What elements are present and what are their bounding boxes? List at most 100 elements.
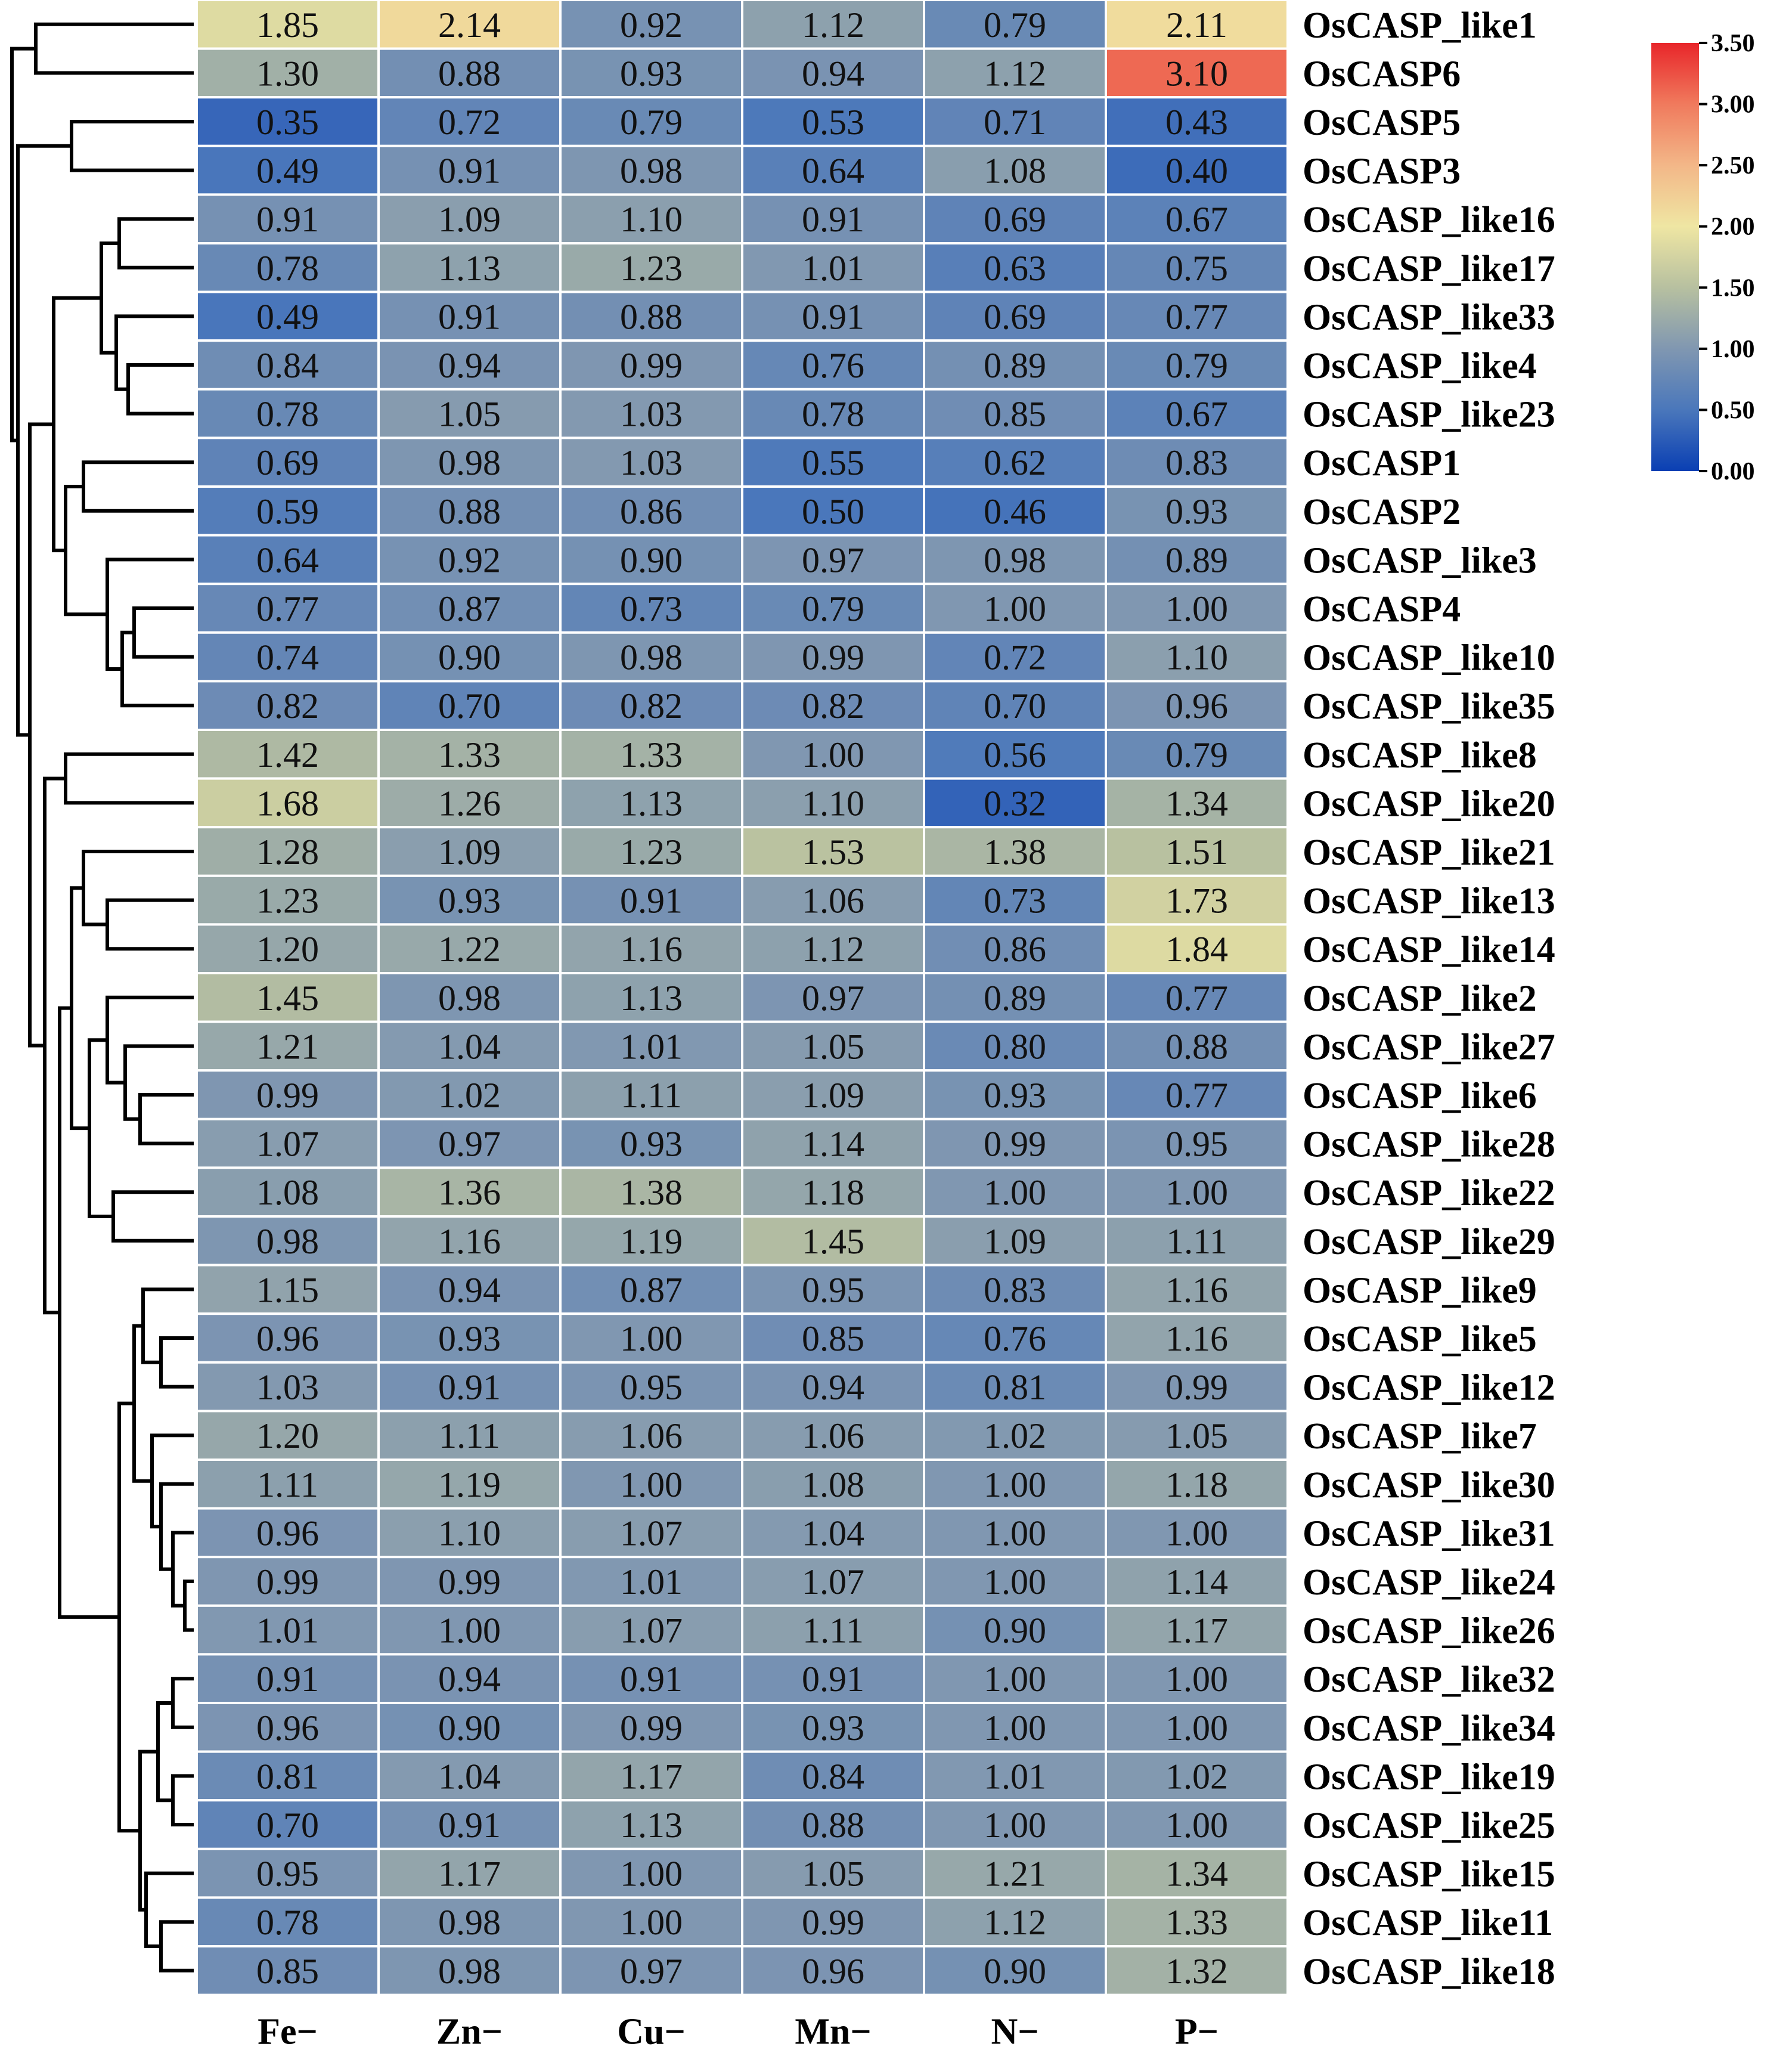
heatmap-cell: [196, 388, 380, 439]
cell-value: 0.72: [984, 638, 1046, 677]
cell-value: 1.45: [256, 978, 319, 1018]
cell-value: 1.45: [802, 1222, 864, 1261]
cell-value: 0.88: [620, 297, 683, 336]
cell-value: 0.93: [984, 1076, 1046, 1115]
cell-value: 0.80: [984, 1027, 1046, 1066]
cell-value: 0.98: [438, 978, 501, 1018]
heatmap-cell: [1105, 1215, 1289, 1267]
heatmap-cell: [559, 339, 743, 391]
dendrogram-branch: [82, 460, 194, 513]
cell-value: 0.78: [256, 395, 319, 434]
cell-value: 0.67: [1165, 395, 1228, 434]
cell-value: 0.99: [984, 1125, 1046, 1164]
cell-value: 0.90: [620, 540, 683, 580]
row-label: OsCASP_like35: [1303, 686, 1555, 727]
heatmap-cell: [377, 1945, 562, 1996]
heatmap-cell: [559, 1750, 743, 1802]
heatmap-cell: [377, 1847, 562, 1899]
cell-value: 0.59: [256, 492, 319, 531]
cell-value: 1.00: [1165, 1173, 1228, 1212]
cell-value: 1.10: [438, 1513, 501, 1553]
cell-value: 0.77: [1165, 978, 1228, 1018]
dendrogram-branch: [16, 144, 72, 737]
cell-value: 1.11: [621, 1076, 682, 1115]
heatmap-cell: [923, 96, 1107, 147]
cell-value: 1.04: [438, 1027, 501, 1066]
cell-value: 1.17: [438, 1854, 501, 1894]
cell-value: 1.32: [1165, 1952, 1228, 1991]
cell-value: 0.93: [438, 881, 501, 921]
heatmap-cell: [196, 1166, 380, 1218]
cell-value: 1.01: [984, 1757, 1046, 1796]
cell-value: 1.30: [256, 54, 319, 93]
row-label: OsCASP_like5: [1303, 1319, 1537, 1360]
heatmap-cell: [741, 826, 925, 877]
heatmap-cell: [1105, 1020, 1289, 1072]
cell-value: 1.10: [802, 784, 864, 823]
cell-value: 0.63: [984, 249, 1046, 288]
cell-value: 0.70: [438, 686, 501, 726]
cell-value: 1.05: [802, 1027, 864, 1066]
heatmap-cell: [196, 290, 380, 342]
cell-value: 1.12: [984, 54, 1046, 93]
cell-value: 0.83: [1165, 443, 1228, 482]
cell-value: 0.32: [984, 784, 1046, 823]
cell-value: 1.00: [438, 1611, 501, 1651]
cell-value: 0.99: [1165, 1368, 1228, 1407]
row-label: OsCASP6: [1303, 54, 1461, 94]
dendrogram-branch: [117, 1401, 140, 1833]
heatmap-cell: [741, 1410, 925, 1461]
cell-value: 1.00: [1165, 1708, 1228, 1748]
cell-value: 0.40: [1165, 151, 1228, 191]
cell-value: 0.35: [256, 103, 319, 142]
dendrogram-branch: [10, 47, 36, 442]
heatmap-cell: [196, 1507, 380, 1559]
row-label: OsCASP_like32: [1303, 1659, 1555, 1700]
row-label: OsCASP_like31: [1303, 1513, 1555, 1554]
heatmap-cell: [741, 47, 925, 99]
cell-value: 0.84: [256, 346, 319, 385]
cell-value: 1.12: [802, 930, 864, 969]
cell-value: 1.19: [620, 1222, 683, 1261]
row-label: OsCASP_like11: [1303, 1903, 1553, 1943]
heatmap-cell: [559, 1166, 743, 1218]
heatmap-cell: [741, 1312, 925, 1364]
cell-value: 0.91: [620, 1659, 683, 1699]
cell-value: 0.56: [984, 735, 1046, 775]
dendrogram-branch: [159, 1336, 194, 1389]
cell-value: 0.91: [438, 297, 501, 336]
heatmap-cell: [1105, 436, 1289, 488]
cell-value: 1.21: [256, 1027, 319, 1066]
cell-value: 0.71: [984, 103, 1046, 142]
heatmap-cell: [741, 1215, 925, 1267]
heatmap-cell: [1105, 729, 1289, 780]
cell-value: 1.09: [438, 832, 501, 872]
row-label: OsCASP_like23: [1303, 395, 1555, 435]
cell-value: 0.99: [620, 1708, 683, 1748]
heatmap-cell: [1105, 1264, 1289, 1315]
heatmap-cell: [923, 826, 1107, 877]
heatmap-cell: [923, 1945, 1107, 1996]
row-label: OsCASP_like17: [1303, 249, 1555, 289]
cell-value: 0.77: [1165, 1076, 1228, 1115]
cell-value: 1.00: [1165, 1513, 1228, 1553]
colorbar-tick-label: 0.00: [1711, 458, 1755, 485]
row-label: OsCASP_like28: [1303, 1125, 1555, 1165]
cell-value: 0.88: [438, 54, 501, 93]
heatmap-cell: [377, 1653, 562, 1704]
cell-value: 0.91: [802, 1659, 864, 1699]
cell-value: 1.03: [620, 395, 683, 434]
row-label: OsCASP_like1: [1303, 5, 1537, 46]
cell-value: 1.05: [1165, 1416, 1228, 1456]
heatmap-cell: [559, 242, 743, 293]
heatmap-cell: [559, 777, 743, 829]
cell-value: 1.11: [802, 1611, 864, 1651]
heatmap-cell: [1105, 631, 1289, 683]
cell-value: 0.49: [256, 297, 319, 336]
cell-value: 1.21: [984, 1854, 1046, 1894]
cell-value: 0.85: [802, 1319, 864, 1358]
colorbar-tick-label: 3.00: [1711, 91, 1755, 119]
cell-value: 1.33: [438, 735, 501, 775]
row-label: OsCASP5: [1303, 103, 1461, 143]
cell-value: 0.94: [802, 1368, 864, 1407]
